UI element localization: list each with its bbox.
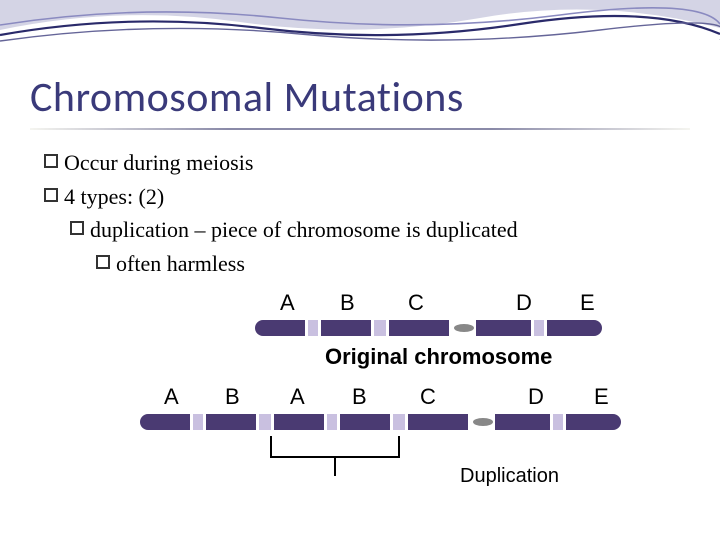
- chrom-segment: [389, 320, 449, 336]
- chrom-band: [393, 414, 405, 430]
- title-underline: [30, 128, 690, 130]
- label-orig: A: [280, 290, 295, 316]
- bullet-text: duplication – piece of chromosome is dup…: [90, 215, 518, 245]
- bullet-line-2: 4 types: (2): [44, 182, 684, 212]
- bracket-stem: [334, 458, 336, 476]
- chrom-segment: [274, 414, 324, 430]
- centromere-icon: [454, 324, 474, 332]
- label-dup: A: [164, 384, 179, 410]
- page-title: Chromosomal Mutations: [30, 72, 464, 123]
- square-bullet-icon: [70, 221, 84, 235]
- chrom-band: [259, 414, 271, 430]
- square-bullet-icon: [96, 255, 110, 269]
- chromosome-diagram: A B C D E Original chromosome A B A B C …: [150, 290, 690, 520]
- square-bullet-icon: [44, 188, 58, 202]
- centromere-icon: [473, 418, 493, 426]
- bullet-text: Occur during meiosis: [64, 148, 253, 178]
- chrom-band: [308, 320, 318, 336]
- label-orig: B: [340, 290, 355, 316]
- original-caption: Original chromosome: [325, 344, 552, 370]
- chrom-segment: [255, 320, 305, 336]
- bullet-text: 4 types: (2): [64, 182, 164, 212]
- chrom-segment: [206, 414, 256, 430]
- duplication-chromosome: [140, 414, 624, 430]
- duplication-bracket: [270, 436, 400, 458]
- label-dup: D: [528, 384, 544, 410]
- top-wave-decoration: [0, 0, 720, 60]
- label-dup: B: [352, 384, 367, 410]
- chrom-band: [534, 320, 544, 336]
- chrom-segment: [340, 414, 390, 430]
- chrom-segment: [476, 320, 531, 336]
- content-area: Occur during meiosis 4 types: (2) duplic…: [44, 148, 684, 283]
- label-dup: A: [290, 384, 305, 410]
- label-orig: E: [580, 290, 595, 316]
- label-dup: B: [225, 384, 240, 410]
- bullet-line-3: duplication – piece of chromosome is dup…: [70, 215, 684, 245]
- duplication-caption: Duplication: [460, 465, 559, 488]
- label-orig: C: [408, 290, 424, 316]
- chrom-segment: [408, 414, 468, 430]
- original-chromosome: [255, 320, 605, 336]
- chrom-segment: [566, 414, 621, 430]
- label-dup: E: [594, 384, 609, 410]
- chrom-segment: [547, 320, 602, 336]
- bullet-line-1: Occur during meiosis: [44, 148, 684, 178]
- bullet-text: often harmless: [116, 249, 245, 279]
- chrom-band: [553, 414, 563, 430]
- chrom-segment: [495, 414, 550, 430]
- chrom-band: [374, 320, 386, 336]
- chrom-segment: [140, 414, 190, 430]
- bullet-line-4: often harmless: [96, 249, 684, 279]
- square-bullet-icon: [44, 154, 58, 168]
- chrom-band: [327, 414, 337, 430]
- label-orig: D: [516, 290, 532, 316]
- chrom-band: [193, 414, 203, 430]
- label-dup: C: [420, 384, 436, 410]
- chrom-segment: [321, 320, 371, 336]
